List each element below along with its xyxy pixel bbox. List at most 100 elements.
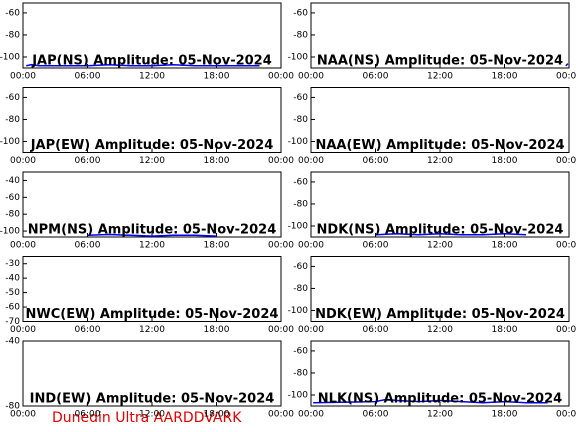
panel-title: IND(EW) Amplitude: 05-Nov-2024 <box>30 392 275 407</box>
y-tick-label: -100 <box>0 227 20 237</box>
x-tick-label: 12:00 <box>139 72 165 82</box>
panel-title: JAP(EW) Amplitude: 05-Nov-2024 <box>30 138 274 153</box>
x-tick-label: 00:00 <box>556 156 576 166</box>
y-tick-label: -70 <box>5 317 20 327</box>
panel: -60 -80 -100 00:00 06:00 12:00 18:00 00:00 NDK(E… <box>288 256 576 335</box>
footer: Dunedin Ultra AARDDVARK <box>52 410 242 426</box>
y-tick-label: -30 <box>5 259 20 269</box>
x-tick-label: 18:00 <box>204 72 230 82</box>
y-tick-label: -60 <box>293 8 308 18</box>
y-tick-label: -80 <box>293 115 308 125</box>
panel-title: NLK(NS) Amplitude: 05-Nov-2024 <box>318 392 562 407</box>
y-tick-label: -50 <box>5 288 20 298</box>
x-tick-label: 18:00 <box>204 156 230 166</box>
y-tick-label: -100 <box>288 137 309 147</box>
x-tick-label: 12:00 <box>427 72 453 82</box>
panel-title: NWC(EW) Amplitude: 05-Nov-2024 <box>26 307 279 322</box>
x-tick-label: 06:00 <box>75 241 101 251</box>
plot-area <box>22 2 282 69</box>
data-line <box>87 233 217 237</box>
panel: -60 -80 -100 00:00 06:00 12:00 18:00 00:00 NAA(N… <box>288 2 576 82</box>
y-tick-label: -100 <box>288 221 309 231</box>
y-tick-label: -40 <box>5 337 20 347</box>
x-tick-label: 18:00 <box>492 241 518 251</box>
y-tick-label: -40 <box>5 176 20 186</box>
x-tick-label: 06:00 <box>363 410 389 420</box>
x-tick-label: 12:00 <box>427 410 453 420</box>
data-line <box>26 63 260 67</box>
panel: -60 -80 -100 00:00 06:00 12:00 18:00 00:00 NLK(N… <box>288 340 576 420</box>
plot-area <box>22 340 282 407</box>
plot-area <box>22 87 282 153</box>
x-tick-label: 00:00 <box>268 72 294 82</box>
x-tick-label: 12:00 <box>139 325 165 335</box>
y-tick-label: -80 <box>5 402 20 412</box>
x-tick-label: 00:00 <box>556 72 576 82</box>
y-tick-label: -100 <box>0 137 20 147</box>
y-tick-label: -60 <box>293 177 308 187</box>
data-line <box>375 232 527 236</box>
y-tick-label: -80 <box>293 30 308 40</box>
x-tick-label: 12:00 <box>139 241 165 251</box>
panel-title: JAP(NS) Amplitude: 05-Nov-2024 <box>31 54 272 69</box>
y-tick-label: -80 <box>5 115 20 125</box>
x-tick-label: 00:00 <box>268 410 294 420</box>
y-tick-label: -80 <box>293 199 308 209</box>
y-tick-label: -60 <box>293 93 308 103</box>
y-tick-label: -80 <box>5 210 20 220</box>
plot-area <box>22 256 282 322</box>
x-tick-label: 00:00 <box>298 241 324 251</box>
y-tick-label: -60 <box>293 262 308 272</box>
x-tick-label: 12:00 <box>427 241 453 251</box>
x-tick-label: 00:00 <box>556 325 576 335</box>
y-tick-label: -60 <box>5 8 20 18</box>
y-tick-label: -100 <box>288 306 309 316</box>
x-tick-label: 06:00 <box>363 156 389 166</box>
x-tick-label: 06:00 <box>75 410 101 420</box>
panel-title: NDK(EW) Amplitude: 05-Nov-2024 <box>315 307 565 322</box>
x-tick-label: 18:00 <box>492 325 518 335</box>
x-tick-label: 06:00 <box>363 72 389 82</box>
panel: -60 -80 -100 00:00 06:00 12:00 18:00 00:00 NDK(N… <box>288 171 576 251</box>
x-tick-label: 00:00 <box>10 325 36 335</box>
x-tick-label: 00:00 <box>10 156 36 166</box>
x-tick-label: 00:00 <box>10 410 36 420</box>
x-tick-label: 00:00 <box>298 410 324 420</box>
y-tick-label: -100 <box>288 52 309 62</box>
plot-area <box>310 171 570 238</box>
x-tick-label: 00:00 <box>298 325 324 335</box>
x-tick-label: 00:00 <box>556 410 576 420</box>
plot-area <box>22 171 282 238</box>
x-tick-label: 18:00 <box>492 72 518 82</box>
y-tick-label: -100 <box>0 52 20 62</box>
x-tick-label: 00:00 <box>268 241 294 251</box>
x-tick-label: 18:00 <box>204 325 230 335</box>
x-tick-label: 18:00 <box>204 410 230 420</box>
panel: -60 -80 -100 00:00 06:00 12:00 18:00 00:00 JAP(E… <box>0 87 294 166</box>
x-tick-label: 00:00 <box>10 72 36 82</box>
x-tick-label: 06:00 <box>363 325 389 335</box>
y-tick-label: -80 <box>5 30 20 40</box>
x-tick-label: 00:00 <box>298 72 324 82</box>
y-tick-label: -80 <box>293 284 308 294</box>
x-tick-label: 00:00 <box>10 241 36 251</box>
y-tick-label: -40 <box>5 274 20 284</box>
x-tick-label: 06:00 <box>75 156 101 166</box>
x-tick-label: 00:00 <box>298 156 324 166</box>
data-line <box>313 398 548 404</box>
x-tick-label: 18:00 <box>492 410 518 420</box>
panel-title: NDK(NS) Amplitude: 05-Nov-2024 <box>317 223 564 238</box>
x-tick-label: 06:00 <box>363 241 389 251</box>
x-tick-label: 06:00 <box>75 325 101 335</box>
y-tick-label: -60 <box>5 303 20 313</box>
x-tick-label: 12:00 <box>427 156 453 166</box>
data-line <box>565 63 569 67</box>
panel-title: NPM(NS) Amplitude: 05-Nov-2024 <box>28 223 277 238</box>
y-tick-label: -60 <box>293 346 308 356</box>
y-tick-label: -80 <box>293 368 308 378</box>
x-tick-label: 06:00 <box>75 72 101 82</box>
plot-area <box>310 256 570 322</box>
x-tick-label: 00:00 <box>556 241 576 251</box>
